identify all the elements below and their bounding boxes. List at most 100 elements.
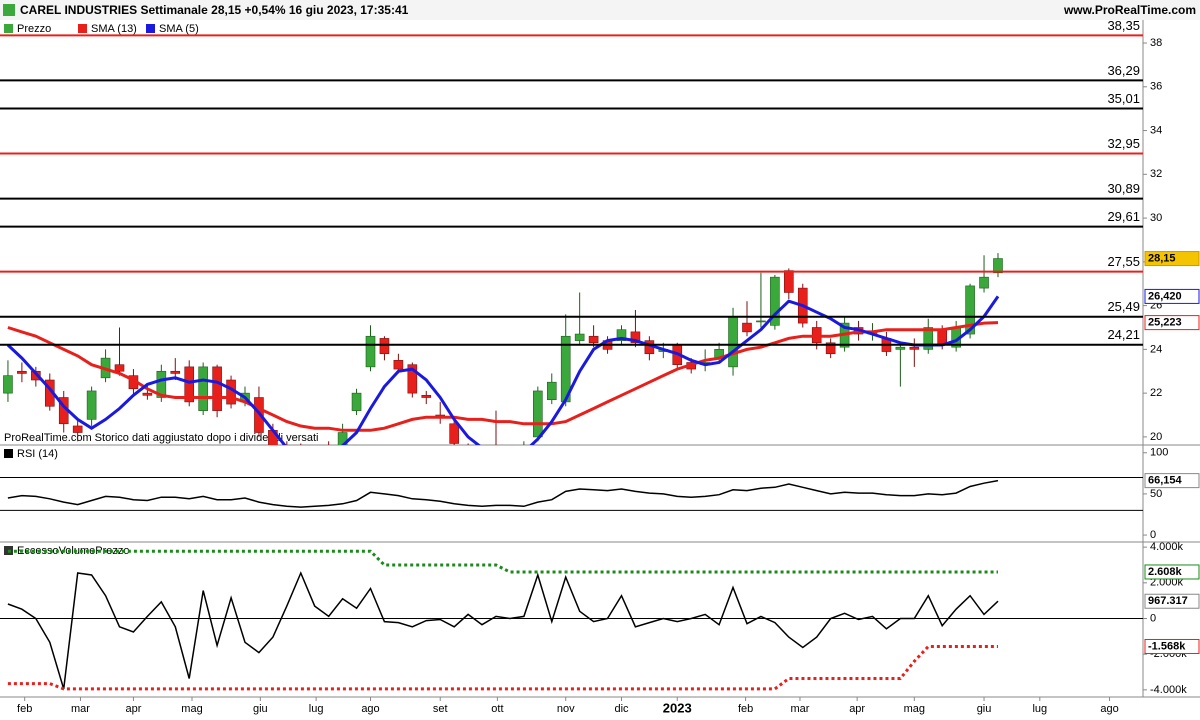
y-tick-label: 32 bbox=[1150, 168, 1162, 180]
value-badge bbox=[1144, 315, 1200, 331]
x-tick-label: feb bbox=[17, 703, 32, 715]
y-tick-label: 20 bbox=[1150, 431, 1162, 443]
value-badge-label: 28,15 bbox=[1148, 252, 1176, 264]
x-tick-label: ott bbox=[491, 703, 503, 715]
y-tick-label: 38 bbox=[1150, 37, 1162, 49]
value-badge bbox=[1144, 638, 1200, 654]
panel-icon bbox=[4, 449, 13, 458]
candle-body bbox=[588, 335, 599, 344]
panel-title[interactable]: EccessoVolumePrezzo bbox=[17, 545, 130, 557]
y-tick-label: 0 bbox=[1150, 529, 1156, 541]
candle-body bbox=[421, 395, 432, 398]
candle-body bbox=[337, 432, 348, 445]
value-badge-label: -1.568k bbox=[1148, 640, 1186, 652]
level-label: 38,35 bbox=[1107, 18, 1140, 33]
x-tick-label: ago bbox=[1100, 703, 1118, 715]
candle-body bbox=[909, 346, 920, 350]
chart-title: CAREL INDUSTRIES Settimanale 28,15 +0,54… bbox=[20, 3, 409, 17]
legend-icon bbox=[146, 24, 155, 33]
x-tick-label: lug bbox=[309, 703, 324, 715]
x-tick-label: mar bbox=[790, 703, 809, 715]
chart-icon bbox=[3, 4, 15, 16]
y-tick-label: 100 bbox=[1150, 447, 1168, 459]
candle-body bbox=[365, 335, 376, 368]
candle-body bbox=[86, 390, 97, 420]
candle-body bbox=[895, 346, 906, 350]
level-label: 30,89 bbox=[1107, 181, 1140, 196]
x-tick-label: lug bbox=[1032, 703, 1047, 715]
legend-label[interactable]: SMA (5) bbox=[159, 23, 199, 35]
x-tick-label: set bbox=[433, 703, 448, 715]
value-badge bbox=[1144, 473, 1200, 489]
level-label: 24,21 bbox=[1107, 327, 1140, 342]
value-badge bbox=[1144, 564, 1200, 580]
level-label: 29,61 bbox=[1107, 209, 1140, 224]
level-label: 36,29 bbox=[1107, 63, 1140, 78]
value-badge-label: 25,223 bbox=[1148, 317, 1182, 329]
y-tick-label: 36 bbox=[1150, 81, 1162, 93]
level-label: 27,55 bbox=[1107, 254, 1140, 269]
plot-area bbox=[0, 476, 1143, 511]
candle-body bbox=[728, 316, 738, 368]
panel-title[interactable]: RSI (14) bbox=[17, 448, 58, 460]
value-badge-label: 2.608k bbox=[1148, 566, 1183, 578]
header-bar bbox=[0, 0, 1200, 20]
x-tick-label: apr bbox=[125, 703, 141, 715]
y-tick-label: 0 bbox=[1150, 612, 1156, 624]
candle-body bbox=[407, 364, 418, 394]
candle-body bbox=[742, 322, 752, 333]
candle-body bbox=[142, 392, 153, 396]
legend-icon bbox=[78, 24, 87, 33]
candle-body bbox=[72, 425, 83, 433]
x-tick-label: nov bbox=[557, 703, 575, 715]
x-tick-label: ago bbox=[361, 703, 379, 715]
x-tick-label: mag bbox=[181, 703, 202, 715]
legend-label[interactable]: Prezzo bbox=[17, 23, 51, 35]
y-tick-label: 4.000k bbox=[1150, 541, 1184, 553]
value-badge-label: 66,154 bbox=[1148, 475, 1183, 487]
y-tick-label: 50 bbox=[1150, 488, 1162, 500]
candle-body bbox=[393, 360, 404, 370]
candle-body bbox=[923, 327, 934, 350]
candle-body bbox=[574, 333, 585, 341]
x-tick-label: mag bbox=[904, 703, 925, 715]
level-label: 32,95 bbox=[1107, 136, 1140, 151]
candle-body bbox=[156, 370, 167, 398]
y-tick-label: 2.000k bbox=[1150, 577, 1184, 589]
candle-body bbox=[198, 366, 208, 411]
watermark: ProRealTime.com Storico dati aggiustato … bbox=[4, 432, 318, 444]
candle-body bbox=[630, 331, 641, 344]
candle-body bbox=[3, 375, 13, 394]
candle-body bbox=[546, 381, 557, 401]
x-tick-label: giu bbox=[977, 703, 992, 715]
value-badge-label: 26,420 bbox=[1148, 290, 1182, 302]
y-tick-label: 34 bbox=[1150, 124, 1162, 136]
candle-body bbox=[17, 370, 27, 374]
candle-body bbox=[756, 320, 766, 323]
y-tick-label: -4.000k bbox=[1150, 684, 1187, 696]
candle-body bbox=[784, 270, 794, 293]
candle-body bbox=[449, 423, 459, 444]
indicator-line bbox=[7, 571, 999, 690]
level-label: 25,49 bbox=[1107, 299, 1140, 314]
candle-body bbox=[770, 276, 780, 326]
y-tick-label: 24 bbox=[1150, 343, 1162, 355]
candle-body bbox=[533, 390, 543, 438]
candle-body bbox=[979, 276, 989, 289]
candle-body bbox=[616, 329, 627, 341]
legend-icon bbox=[4, 24, 13, 33]
y-tick-label: 22 bbox=[1150, 387, 1162, 399]
candle-body bbox=[170, 370, 181, 374]
candle-body bbox=[825, 342, 836, 355]
legend-label[interactable]: SMA (13) bbox=[91, 23, 137, 35]
level-label: 35,01 bbox=[1107, 91, 1140, 106]
candle-body bbox=[993, 258, 1003, 274]
plot-area bbox=[0, 549, 1143, 691]
value-badge bbox=[1144, 251, 1200, 267]
indicator-line bbox=[7, 479, 999, 508]
value-badge-label: 967.317 bbox=[1148, 595, 1188, 607]
value-badge bbox=[1144, 288, 1200, 304]
candle-body bbox=[184, 366, 195, 403]
